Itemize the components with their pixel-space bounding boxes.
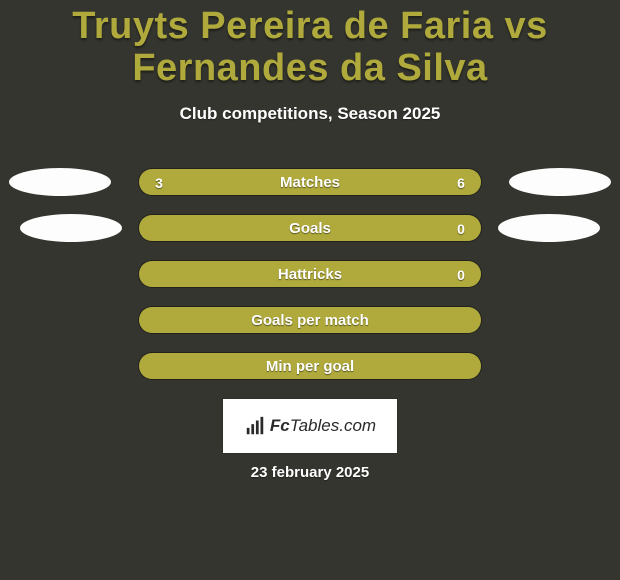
- page-title: Truyts Pereira de Faria vs Fernandes da …: [0, 0, 620, 90]
- stat-track: Goals per match: [138, 306, 482, 334]
- stat-label: Min per goal: [139, 353, 481, 380]
- stat-track: 36Matches: [138, 168, 482, 196]
- stat-row: 36Matches: [0, 168, 620, 214]
- footer-date: 23 february 2025: [0, 464, 620, 481]
- stat-track: 0Hattricks: [138, 260, 482, 288]
- stat-label: Matches: [139, 169, 481, 196]
- stat-row: 0Goals: [0, 214, 620, 260]
- stat-label: Goals: [139, 215, 481, 242]
- subtitle: Club competitions, Season 2025: [0, 104, 620, 124]
- comparison-card: Truyts Pereira de Faria vs Fernandes da …: [0, 0, 620, 580]
- logo-prefix: Fc: [270, 416, 290, 435]
- logo-main: Tables: [290, 416, 339, 435]
- stat-track: 0Goals: [138, 214, 482, 242]
- logo-suffix: .com: [339, 416, 376, 435]
- logo-box: FcTables.com: [222, 398, 398, 454]
- stat-label: Goals per match: [139, 307, 481, 334]
- logo-text: FcTables.com: [270, 416, 376, 436]
- stats-panel: 36Matches 0Goals 0Hattricks Goals per match…: [0, 168, 620, 398]
- stat-row: 0Hattricks: [0, 260, 620, 306]
- chart-icon: [244, 415, 266, 437]
- stat-track: Min per goal: [138, 352, 482, 380]
- stat-row: Goals per match: [0, 306, 620, 352]
- stat-row: Min per goal: [0, 352, 620, 398]
- stat-label: Hattricks: [139, 261, 481, 288]
